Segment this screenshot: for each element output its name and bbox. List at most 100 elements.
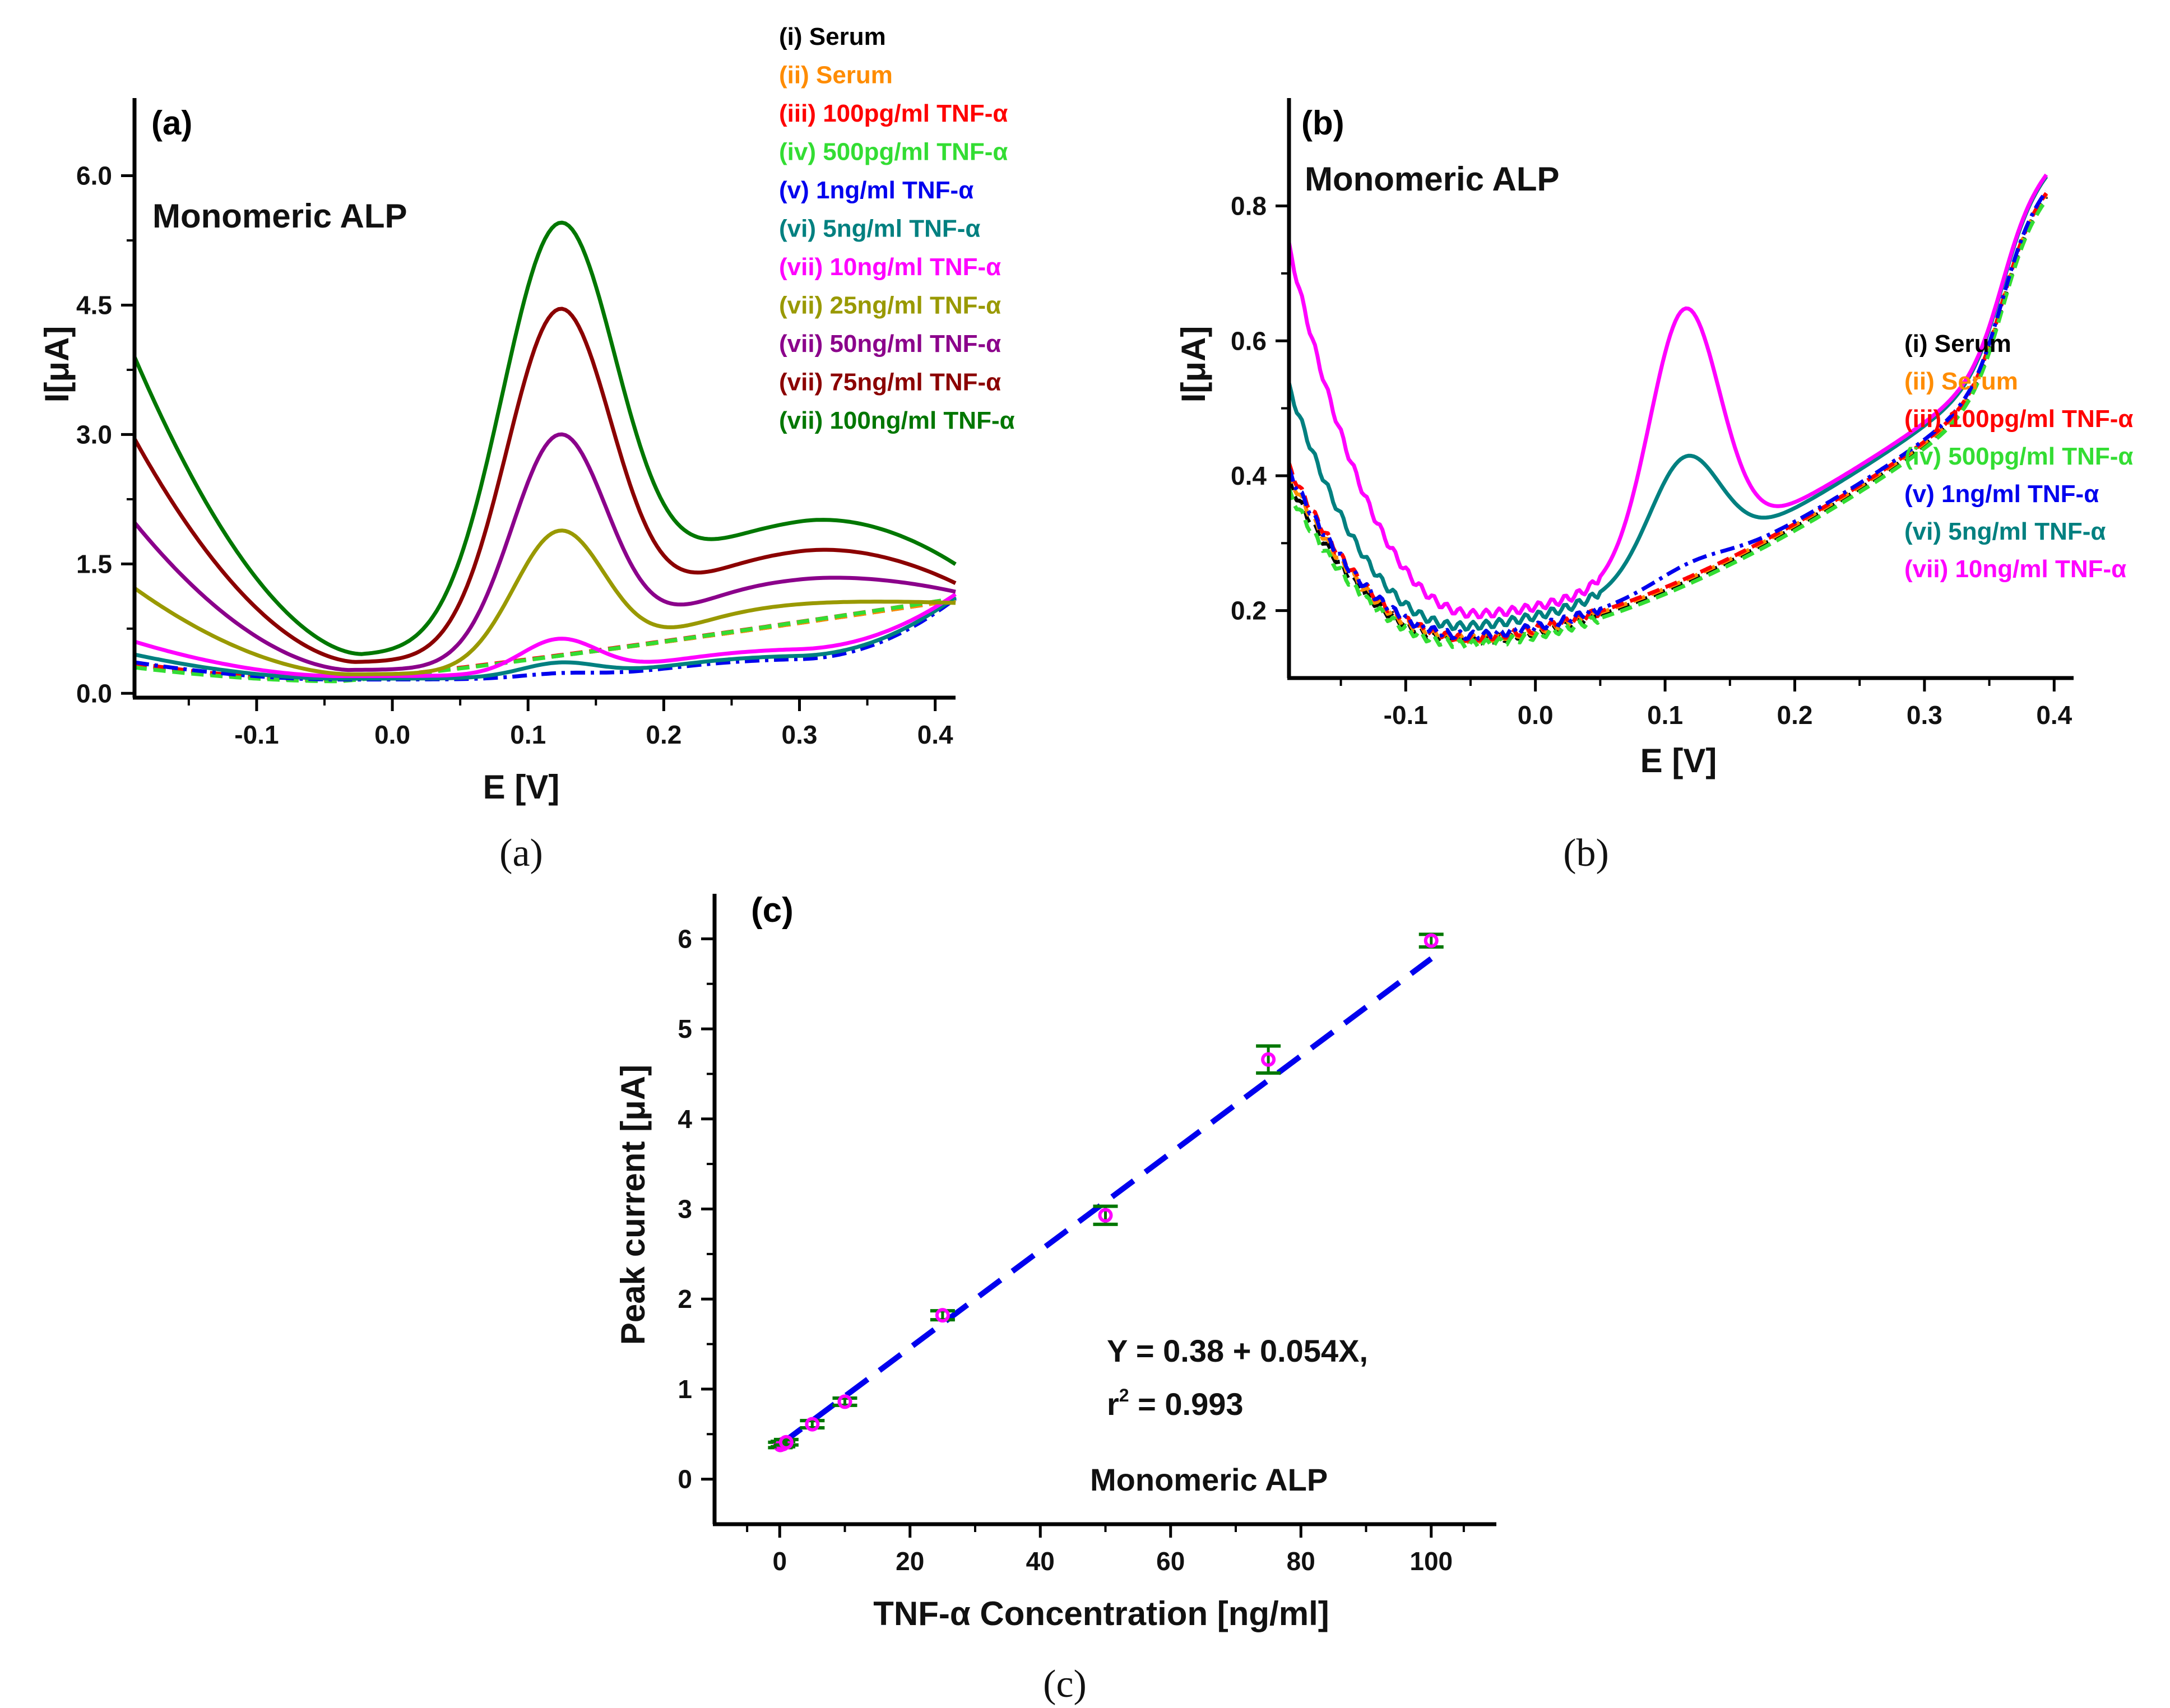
legend-entry-2: (ii) Serum: [1904, 368, 2018, 395]
panel-c-fit-equation: Y = 0.38 + 0.054X,: [1107, 1333, 1368, 1368]
x-tick-label: 0.2: [1777, 700, 1813, 730]
legend-entry-6: (vi) 5ng/ml TNF-α: [779, 215, 980, 243]
y-tick-label: 1.5: [76, 549, 112, 578]
panel-b-y-axis-label: I[μA]: [1175, 326, 1212, 403]
legend-entry-4: (iv) 500pg/ml TNF-α: [779, 138, 1008, 166]
y-tick-label: 3: [678, 1195, 692, 1224]
data-point: [1261, 1052, 1276, 1067]
x-tick-label: 20: [896, 1547, 924, 1576]
panel-b-x-axis-label: E [V]: [1640, 742, 1717, 779]
panel-b-label: (b): [1301, 104, 1344, 142]
panel-b-caption: (b): [1563, 832, 1609, 875]
series-line-4: [1287, 198, 2048, 650]
data-point: [1424, 933, 1439, 948]
y-tick-label: 4.5: [76, 290, 112, 319]
y-tick-label: 0: [678, 1465, 692, 1494]
panel-c-label: (c): [751, 891, 794, 930]
x-tick-label: 0.3: [1907, 700, 1942, 730]
panel-b-axes: -0.1 0.0 0.1 0.2 0.3 0.4 0.2 0.4 0.6 0.8: [1231, 98, 2074, 730]
x-tick-label: 0.1: [1647, 700, 1683, 730]
panel-b: -0.1 0.0 0.1 0.2 0.3 0.4 0.2 0.4 0.6 0.8 (b) Mono…: [1175, 98, 2133, 875]
x-tick-label: -0.1: [1384, 700, 1428, 730]
y-tick-label: 0.4: [1231, 461, 1267, 490]
fit-line: [778, 956, 1433, 1447]
series-line-10: [132, 307, 957, 664]
x-tick-label: -0.1: [234, 720, 279, 749]
y-tick-label: 2: [678, 1284, 692, 1314]
legend-entry-4: (iv) 500pg/ml TNF-α: [1904, 443, 2133, 470]
legend-entry-5: (v) 1ng/ml TNF-α: [779, 177, 973, 204]
x-tick-label: 0.4: [2036, 700, 2072, 730]
panel-a-axes: -0.1 0.0 0.1 0.2 0.3 0.4 0.0 1.5 3.0 4.5 6.0: [76, 98, 956, 749]
series-line-7: [1287, 173, 2048, 620]
y-tick-label: 0.2: [1231, 596, 1267, 625]
data-point: [837, 1394, 852, 1409]
legend-entry-9: (vii) 50ng/ml TNF-α: [779, 330, 1001, 358]
panel-b-plot-area: [1287, 173, 2048, 650]
legend-entry-10: (vii) 75ng/ml TNF-α: [779, 369, 1001, 396]
panel-a-legend: (i) Serum (ii) Serum (iii) 100pg/ml TNF-α (…: [779, 23, 1015, 434]
x-tick-label: 40: [1026, 1547, 1055, 1576]
legend-entry-3: (iii) 100pg/ml TNF-α: [779, 100, 1008, 127]
panel-c-x-axis-label: TNF-α Concentration [ng/ml]: [873, 1595, 1329, 1632]
panel-a-label: (a): [151, 104, 192, 142]
panel-c-r-value: = 0.993: [1129, 1386, 1244, 1422]
x-tick-label: 0.2: [646, 720, 681, 749]
data-point: [778, 1435, 794, 1450]
panel-c-plot-area: [768, 932, 1444, 1452]
series-line-4: [134, 596, 956, 684]
y-tick-label: 6.0: [76, 161, 112, 191]
legend-entry-8: (vii) 25ng/ml TNF-α: [779, 292, 1001, 319]
x-tick-label: 0.0: [1518, 700, 1554, 730]
series-line-11: [132, 220, 957, 656]
y-tick-label: 0.0: [76, 679, 112, 708]
legend-entry-11: (vii) 100ng/ml TNF-α: [779, 407, 1015, 434]
panel-b-title: Monomeric ALP: [1305, 160, 1559, 198]
x-tick-label: 80: [1287, 1547, 1315, 1576]
series-line-5: [1287, 190, 2048, 641]
series-line-6: [1287, 175, 2048, 632]
panel-c-r-symbol: r: [1107, 1386, 1119, 1422]
x-tick-label: 0.3: [782, 720, 818, 749]
panel-a-x-axis-label: E [V]: [483, 768, 560, 806]
y-tick-label: 3.0: [76, 420, 112, 449]
legend-entry-1: (i) Serum: [1904, 330, 2011, 358]
y-tick-label: 4: [678, 1104, 692, 1134]
series-line-9: [133, 432, 956, 672]
panel-a-caption: (a): [499, 832, 543, 875]
panel-a-y-axis-label: I[μA]: [38, 326, 76, 403]
y-tick-label: 1: [678, 1375, 692, 1404]
data-point: [1098, 1208, 1113, 1223]
x-tick-label: 100: [1409, 1547, 1453, 1576]
x-tick-label: 0.4: [917, 720, 953, 749]
legend-entry-7: (vii) 10ng/ml TNF-α: [779, 253, 1001, 281]
legend-entry-5: (v) 1ng/ml TNF-α: [1904, 480, 2099, 508]
legend-entry-3: (iii) 100pg/ml TNF-α: [1904, 405, 2133, 433]
panel-c-caption: (c): [1043, 1663, 1087, 1706]
y-tick-label: 5: [678, 1014, 692, 1043]
x-tick-label: 0.0: [374, 720, 410, 749]
x-tick-label: 60: [1156, 1547, 1185, 1576]
panel-c-axes: 0 20 40 60 80 100 0 1 2 3 4 5 6: [678, 894, 1496, 1576]
panel-c-y-axis-label: Peak current [μA]: [614, 1065, 652, 1345]
panel-a: -0.1 0.0 0.1 0.2 0.3 0.4 0.0 1.5 3.0 4.5 6.0 (a) M…: [38, 23, 1015, 875]
panel-c-r-superscript: 2: [1119, 1385, 1129, 1405]
series-line-7: [133, 592, 957, 678]
panel-a-title: Monomeric ALP: [152, 197, 407, 235]
y-tick-label: 0.6: [1231, 326, 1267, 355]
series-line-6: [134, 595, 957, 681]
x-tick-label: 0: [772, 1547, 787, 1576]
panel-a-plot-area: [132, 220, 957, 684]
panel-b-legend: (i) Serum (ii) Serum (iii) 100pg/ml TNF-α (…: [1904, 330, 2133, 583]
panel-c: 0 20 40 60 80 100 0 1 2 3 4 5 6 (c) TNF-α Concentrat…: [614, 891, 1496, 1706]
legend-entry-1: (i) Serum: [779, 23, 886, 50]
series-line-8: [133, 528, 956, 676]
legend-entry-2: (ii) Serum: [779, 62, 893, 89]
legend-entry-6: (vi) 5ng/ml TNF-α: [1904, 518, 2106, 545]
data-point: [805, 1417, 820, 1432]
data-point: [935, 1308, 950, 1323]
x-tick-label: 0.1: [510, 720, 546, 749]
y-tick-label: 6: [678, 924, 692, 953]
panel-c-r-squared: r2 = 0.993: [1107, 1385, 1244, 1422]
